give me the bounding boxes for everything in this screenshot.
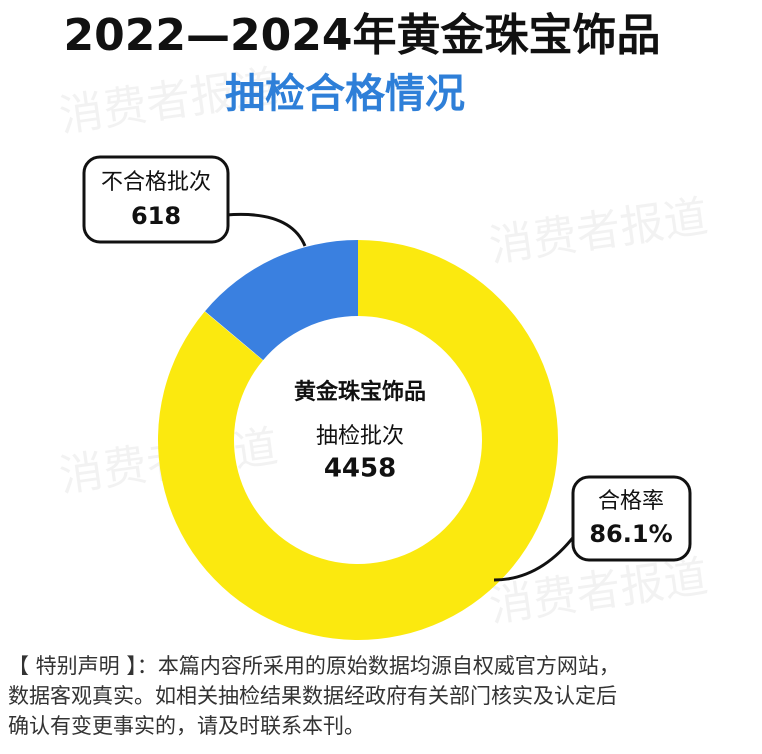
slice-value: 86.1% xyxy=(589,520,672,548)
watermark: 消费者报道 xyxy=(486,551,711,632)
slice-value: 618 xyxy=(131,202,181,230)
center-label: 抽检批次 xyxy=(316,424,404,449)
donut xyxy=(158,240,558,640)
footer: 【 特别声明 】：本篇内容所采用的原始数据均源自权威官方网站， 数据客观真实。如相… xyxy=(8,654,620,738)
chart-subtitle: 抽检合格情况 xyxy=(225,71,465,117)
footer-line: 确认有变更事实的，请及时联系本刊。 xyxy=(8,714,365,738)
donut-slice xyxy=(205,240,358,361)
center-name: 黄金珠宝饰品 xyxy=(294,379,426,405)
center-total: 4458 xyxy=(324,454,396,484)
callout-line xyxy=(493,534,577,582)
callout-line xyxy=(225,212,307,247)
slice-label: 合格率 xyxy=(598,489,664,514)
footer-line: 【 特别声明 】：本篇内容所采用的原始数据均源自权威官方网站， xyxy=(8,654,620,678)
footer-line: 数据客观真实。如相关抽检结果数据经政府有关部门核实及认定后 xyxy=(8,684,617,708)
watermark: 消费者报道 xyxy=(486,191,711,272)
callout-box xyxy=(82,155,230,244)
chart-title: 2022—2024年黄金珠宝饰品 xyxy=(64,10,661,61)
callout-box xyxy=(571,475,692,562)
slice-label: 不合格批次 xyxy=(101,170,211,195)
donut-slice xyxy=(158,240,558,640)
